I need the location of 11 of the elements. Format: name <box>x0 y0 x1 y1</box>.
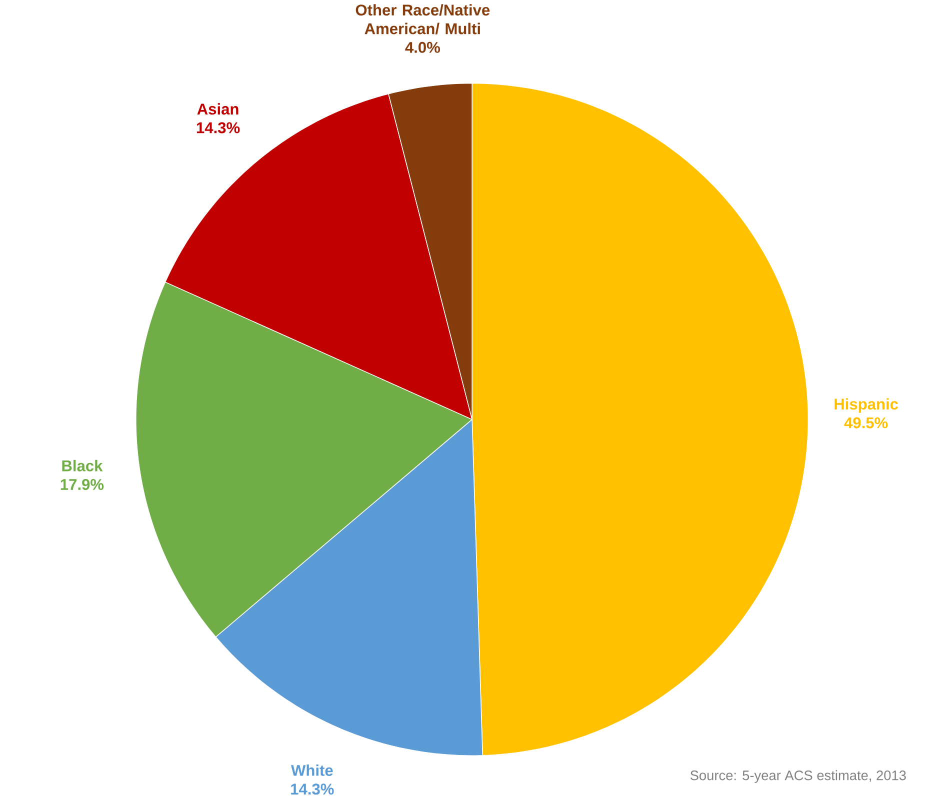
data-label: 4.0% <box>405 42 440 54</box>
slice-label: Black <box>62 460 103 472</box>
data-label: 14.3% <box>196 122 240 134</box>
data-label: 17.9% <box>60 479 104 490</box>
slice-label: White <box>291 764 333 776</box>
slice-label: Other Race/Native American/ Multi <box>356 4 490 34</box>
slice-label: Asian <box>197 103 238 115</box>
slice-label: Hispanic <box>834 398 898 413</box>
data-label: 49.5% <box>844 417 888 428</box>
data-label: 14.3% <box>291 784 334 795</box>
source-note: Source: 5-year ACS estimate, 2013 <box>690 770 906 784</box>
